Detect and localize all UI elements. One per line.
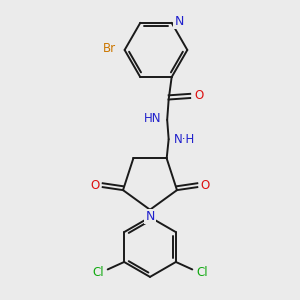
Text: N·H: N·H	[174, 133, 195, 146]
Text: N: N	[174, 15, 184, 28]
Text: Cl: Cl	[92, 266, 104, 279]
Text: N: N	[145, 210, 155, 223]
Text: Cl: Cl	[196, 266, 208, 279]
Text: O: O	[194, 89, 203, 102]
Text: O: O	[201, 179, 210, 192]
Text: HN: HN	[144, 112, 162, 125]
Text: Br: Br	[103, 42, 116, 55]
Text: O: O	[90, 179, 99, 192]
